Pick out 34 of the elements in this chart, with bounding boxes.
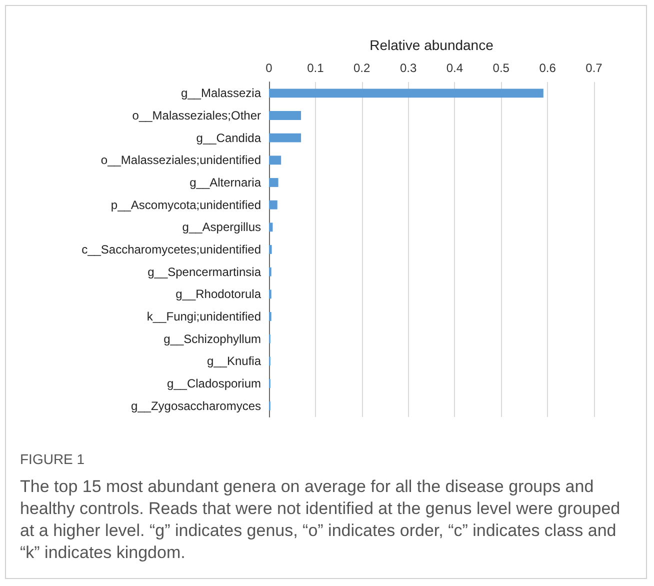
x-tick-label: 0.5	[492, 61, 510, 75]
caption: FIGURE 1	[20, 450, 86, 469]
x-tick-label: 0.4	[446, 61, 464, 75]
y-tick-label: o__Malasseziales;Other	[132, 108, 261, 122]
y-tick-label: g__Knufia	[206, 354, 262, 368]
x-tick-label: 0.6	[539, 61, 556, 75]
bar	[269, 245, 272, 254]
x-tick-label: 0	[266, 61, 273, 75]
bar	[269, 178, 278, 187]
bar	[269, 222, 273, 232]
x-tick-label: 0.3	[400, 61, 417, 75]
y-tick-label: g__Schizophyllum	[164, 332, 261, 346]
x-axis-title: Relative abundance	[370, 37, 494, 53]
y-tick-label: p__Ascomycota;unidentified	[110, 198, 261, 212]
x-tick-label: 0.7	[586, 61, 603, 75]
y-tick-label: g__Zygosaccharomyces	[130, 398, 261, 413]
y-tick-label: o__Malasseziales;unidentified	[100, 153, 261, 168]
y-tick-label: g__Malassezia	[180, 86, 262, 100]
y-tick-label: g__Candida	[196, 130, 262, 145]
bar	[269, 88, 544, 98]
x-tick-label: 0.2	[354, 61, 371, 75]
y-tick-label: g__Spencermartinsia	[148, 264, 262, 279]
y-tick-label: k__Fungi;unidentified	[146, 310, 261, 324]
x-tick-label: 0.1	[307, 61, 324, 75]
y-tick-label: c__Saccharomycetes;unidentified	[82, 242, 261, 256]
bar	[269, 200, 278, 210]
bar	[269, 133, 302, 142]
y-tick-label: g__Rhodotorula	[176, 287, 262, 302]
y-tick-label: g__Aspergillus	[182, 220, 261, 234]
text: The top 15 most abundant genera on average for all the disease groups and healthy controls. Reads that were not identified at the genus level were grouped at a higher level. “g” indicates genus, “o” indicates order, “c” indicates class and “k” indicates kingdom.	[20, 476, 622, 564]
y-tick-label: g__Alternaria	[190, 176, 262, 190]
bar	[269, 156, 282, 165]
y-tick-label: g__Cladosporium	[166, 376, 261, 390]
bar	[269, 111, 302, 120]
